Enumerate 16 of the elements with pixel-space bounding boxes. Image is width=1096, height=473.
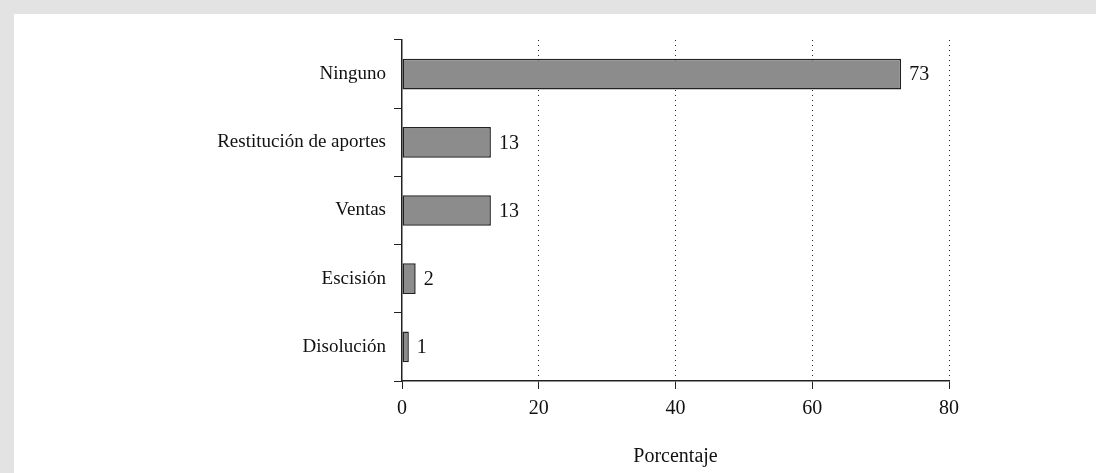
data-label: 13 — [498, 198, 519, 221]
y-tick-label: Disolución — [302, 334, 387, 356]
x-axis-title: Porcentaje — [633, 444, 718, 468]
y-tick-label: Ventas — [335, 198, 386, 220]
x-tick-label: 20 — [528, 396, 549, 419]
data-label: 13 — [498, 130, 519, 153]
data-label: 73 — [909, 62, 930, 85]
x-tick-label: 80 — [939, 396, 959, 419]
y-tick-label: Restitución de aportes — [217, 130, 386, 152]
y-tick-label: Escisión — [321, 266, 387, 288]
x-tick-label: 40 — [665, 396, 686, 419]
data-label: 1 — [416, 335, 427, 358]
x-tick-label: 60 — [802, 396, 823, 419]
y-tick-label: Ninguno — [319, 62, 386, 84]
data-label: 2 — [423, 266, 434, 289]
x-tick-label: 0 — [397, 396, 407, 419]
